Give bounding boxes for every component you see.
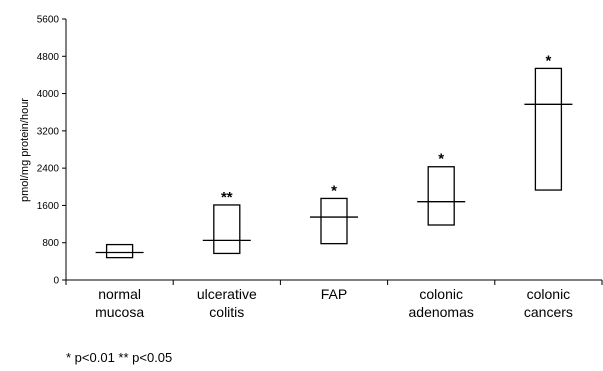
- significance-marker: *: [331, 182, 337, 199]
- category-label: normal: [98, 286, 141, 302]
- category-label: adenomas: [409, 304, 474, 320]
- significance-footnote: * p<0.01 ** p<0.05: [66, 350, 173, 365]
- category-label: colitis: [209, 304, 244, 320]
- category-label: cancers: [524, 304, 573, 320]
- y-tick-label: 5600: [37, 15, 60, 26]
- x-ticks: [65, 280, 603, 285]
- range-box: [213, 204, 241, 255]
- category-label: FAP: [321, 286, 347, 302]
- y-tick-label: 3200: [37, 126, 60, 137]
- y-tick-label: 4800: [37, 52, 60, 63]
- range-box: [534, 67, 563, 191]
- category-label: mucosa: [95, 304, 144, 320]
- range-box: [105, 243, 134, 259]
- box-chart: pmol/mg protein/hour 0 800 1600 2400 3200 400…: [19, 15, 603, 320]
- y-tick-label: 2400: [37, 164, 60, 175]
- y-ticks: 0 800 1600 2400 3200 4000 4800 5600: [37, 15, 66, 287]
- significance-marker: **: [221, 189, 233, 206]
- range-box: [320, 197, 348, 245]
- y-axis-label: pmol/mg protein/hour: [19, 98, 31, 202]
- significance-marker: *: [438, 151, 444, 168]
- category-label: colonic: [527, 286, 571, 302]
- y-tick-label: 0: [53, 276, 59, 287]
- y-tick-label: 800: [42, 238, 59, 249]
- category-label: colonic: [419, 286, 463, 302]
- y-tick-label: 4000: [37, 89, 60, 100]
- significance-marker: *: [545, 52, 551, 69]
- range-box: [427, 166, 455, 226]
- boxes: ** ***: [95, 52, 573, 259]
- y-tick-label: 1600: [37, 201, 60, 212]
- category-labels: normal mucosa ulcerative colitis FAP colonic a…: [95, 286, 573, 320]
- category-label: ulcerative: [197, 286, 257, 302]
